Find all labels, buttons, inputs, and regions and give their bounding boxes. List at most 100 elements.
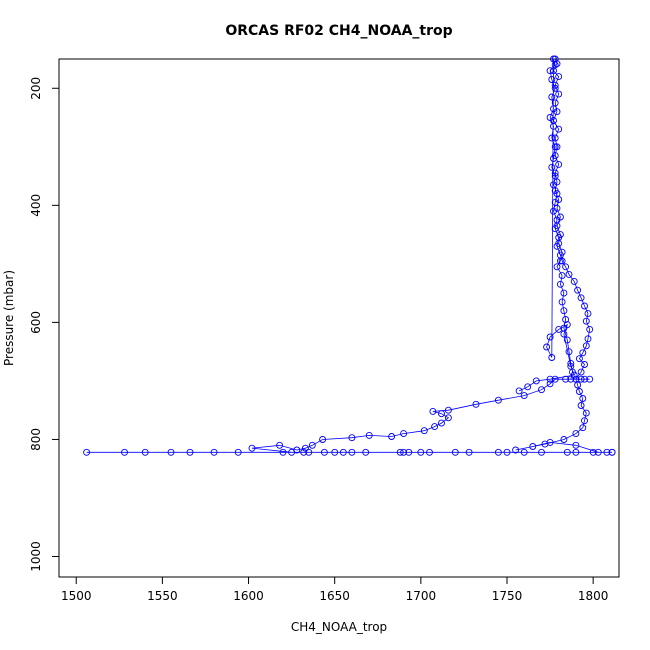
data-point [444, 406, 452, 414]
y-tick-label: 800 [29, 428, 43, 451]
data-point [388, 433, 396, 440]
x-tick-label: 1600 [233, 589, 264, 603]
data-point [546, 380, 554, 388]
data-point [546, 333, 554, 341]
data-point [560, 436, 568, 443]
data-point [577, 375, 585, 383]
data-point [555, 160, 563, 168]
data-point [560, 330, 568, 338]
data-point [524, 383, 532, 391]
data-point [550, 105, 557, 113]
data-point [551, 84, 559, 92]
data-point [551, 169, 559, 177]
data-point [570, 371, 578, 379]
data-point [555, 90, 563, 98]
data-point [572, 448, 580, 456]
data-point [339, 448, 347, 456]
data-point [556, 251, 564, 259]
data-point [579, 395, 587, 402]
data-point [429, 407, 437, 415]
data-point [444, 414, 452, 422]
data-point [560, 307, 568, 315]
data-point [365, 431, 373, 439]
data-point [538, 386, 545, 394]
data-point [548, 354, 556, 361]
data-point [567, 359, 575, 367]
data-point [582, 409, 590, 417]
chart-title: ORCAS RF02 CH4_NOAA_trop [225, 23, 452, 39]
data-point [538, 448, 545, 456]
data-point [494, 396, 502, 404]
x-tick-label: 1650 [319, 589, 350, 603]
y-tick-label: 600 [29, 311, 43, 334]
data-point [558, 272, 566, 280]
data-point [420, 427, 428, 435]
data-point [520, 448, 528, 456]
data-point [308, 441, 316, 449]
data-point [558, 298, 566, 306]
data-point [603, 448, 611, 456]
data-point [563, 321, 571, 329]
data-point [520, 392, 528, 400]
data-point [555, 325, 563, 333]
data-point [532, 377, 540, 385]
data-point [331, 448, 339, 456]
data-point [563, 336, 571, 344]
data-point [581, 375, 588, 383]
plot-frame [58, 58, 620, 578]
data-point [581, 302, 588, 310]
y-axis: 200 400 600 800 1000 [29, 77, 60, 572]
data-point [553, 242, 561, 250]
data-point [515, 387, 523, 395]
data-point [584, 335, 592, 343]
data-point [551, 375, 559, 383]
data-point [548, 163, 556, 171]
data-point [572, 441, 580, 449]
data-point [565, 270, 573, 278]
data-point [551, 198, 559, 206]
data-point [348, 434, 356, 442]
y-tick-label: 400 [29, 194, 43, 217]
data-point [541, 440, 549, 448]
data-point [577, 368, 585, 376]
data-point [494, 448, 502, 456]
data-point [577, 294, 585, 302]
data-point [570, 277, 578, 285]
data-point [555, 125, 563, 133]
data-point [575, 388, 583, 395]
data-point [167, 448, 175, 456]
data-point [555, 234, 563, 241]
data-point [465, 448, 473, 456]
data-point [553, 216, 561, 224]
data-point [548, 76, 556, 83]
x-tick-label: 1700 [406, 589, 437, 603]
data-point [362, 448, 370, 456]
data-point [320, 448, 328, 456]
data-point [546, 67, 554, 75]
data-point [581, 417, 588, 425]
data-point [529, 443, 537, 450]
data-point [210, 448, 218, 456]
data-point [551, 172, 559, 180]
data-point [234, 448, 242, 456]
data-point [543, 343, 551, 351]
data-point [288, 448, 296, 456]
data-point [301, 444, 309, 452]
data-point [121, 448, 128, 456]
data-point [575, 355, 583, 363]
y-tick-label: 1000 [29, 541, 43, 572]
data-point [582, 342, 590, 350]
series-line [86, 58, 613, 453]
data-point [586, 375, 594, 383]
data-point [553, 60, 561, 68]
data-point [405, 448, 413, 456]
data-point [431, 423, 439, 431]
y-tick-label: 200 [29, 77, 43, 100]
data-point [417, 448, 425, 456]
x-tick-label: 1750 [492, 589, 523, 603]
data-point [396, 448, 404, 456]
series-layer [83, 55, 616, 456]
data-point [551, 225, 559, 233]
data-point [582, 317, 590, 325]
